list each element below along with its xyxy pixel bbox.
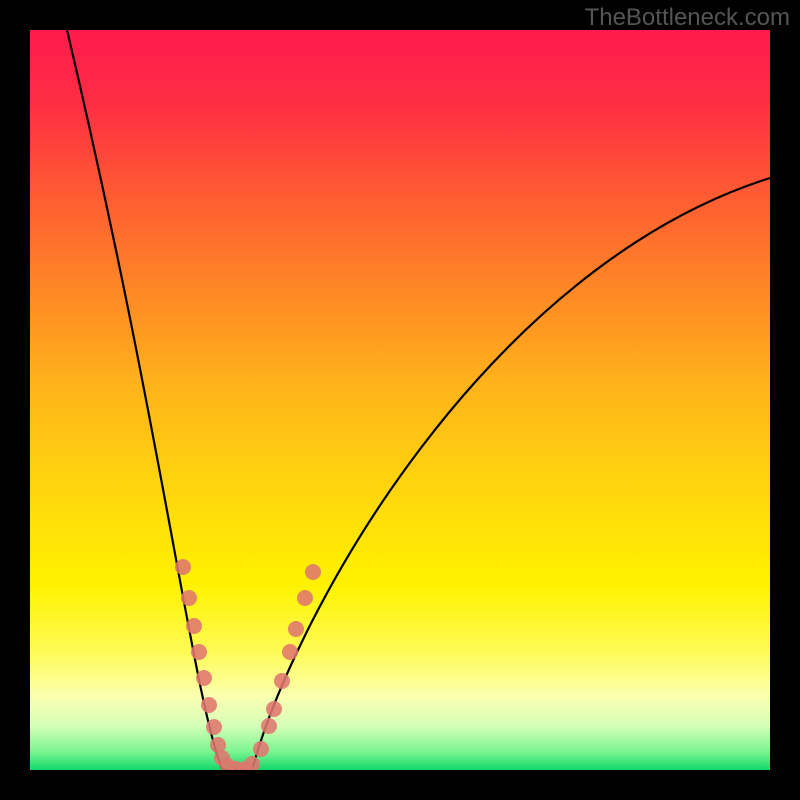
data-point-marker	[196, 670, 212, 686]
data-point-marker	[206, 719, 222, 735]
plot-area	[30, 30, 770, 770]
data-point-marker	[288, 621, 304, 637]
data-point-marker	[175, 559, 191, 575]
watermark-text: TheBottleneck.com	[585, 4, 790, 32]
data-point-marker	[261, 718, 277, 734]
data-point-marker	[186, 618, 202, 634]
data-point-marker	[201, 697, 217, 713]
data-point-marker	[266, 701, 282, 717]
data-point-marker	[181, 590, 197, 606]
data-point-marker	[305, 564, 321, 580]
data-point-marker	[244, 756, 260, 770]
data-point-marker	[191, 644, 207, 660]
data-point-marker	[297, 590, 313, 606]
bottleneck-curve	[30, 30, 770, 770]
data-point-marker	[282, 644, 298, 660]
data-point-marker	[274, 673, 290, 689]
chart-container: TheBottleneck.com	[0, 0, 800, 800]
data-point-marker	[253, 741, 269, 757]
